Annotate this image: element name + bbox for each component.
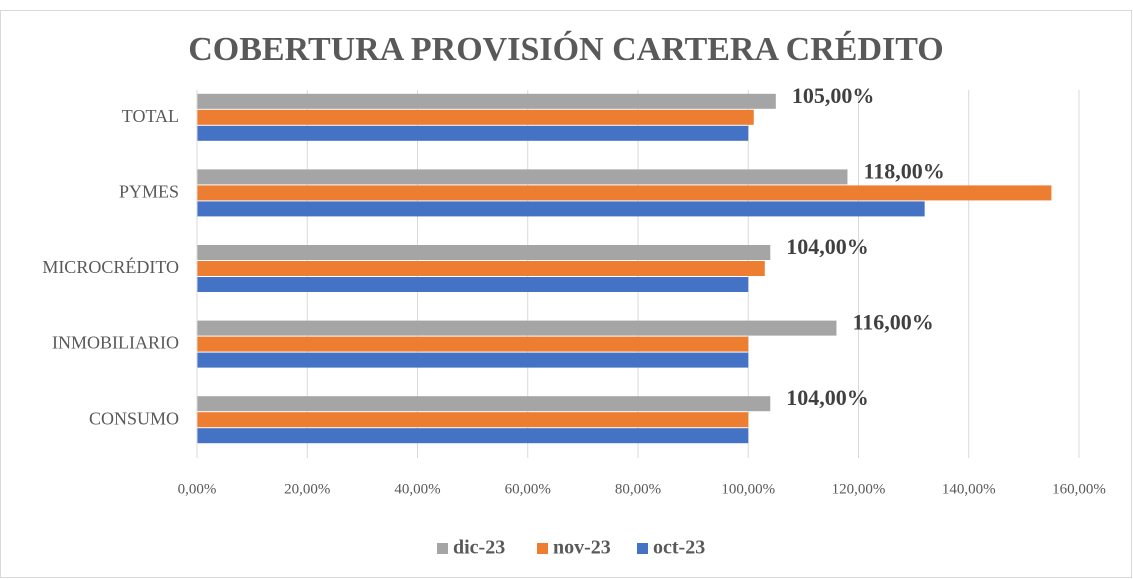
- x-tick-label: 80,00%: [615, 481, 661, 497]
- x-tick-label: 140,00%: [942, 481, 996, 497]
- bar: [197, 169, 848, 185]
- legend-label: dic-23: [453, 537, 505, 559]
- bar: [197, 125, 749, 141]
- bar: [197, 93, 776, 109]
- data-label: 104,00%: [786, 385, 869, 410]
- bar: [197, 277, 749, 292]
- bar: [197, 185, 1052, 201]
- y-tick-label: MICROCRÉDITO: [42, 256, 179, 277]
- bar: [197, 261, 765, 276]
- legend-swatch: [537, 543, 548, 554]
- x-tick-label: 20,00%: [284, 481, 330, 497]
- data-label: 118,00%: [863, 158, 944, 183]
- bar: [197, 201, 925, 217]
- chart-title: COBERTURA PROVISIÓN CARTERA CRÉDITO: [188, 30, 944, 68]
- bar: [197, 336, 749, 352]
- x-tick-label: 100,00%: [721, 481, 775, 497]
- data-label: 104,00%: [786, 234, 869, 259]
- x-tick-label: 120,00%: [832, 481, 886, 497]
- x-tick-label: 40,00%: [394, 481, 440, 497]
- data-label: 116,00%: [852, 310, 933, 335]
- legend-label: nov-23: [553, 537, 611, 559]
- legend-swatch: [437, 543, 448, 554]
- legend-swatch: [637, 543, 648, 554]
- x-tick-label: 160,00%: [1052, 481, 1106, 497]
- bar: [197, 396, 771, 412]
- bar: [197, 320, 837, 336]
- bar: [197, 412, 749, 428]
- bar: [197, 245, 771, 260]
- y-tick-label: TOTAL: [122, 106, 179, 126]
- y-tick-label: INMOBILIARIO: [52, 333, 179, 353]
- bar: [197, 352, 749, 368]
- y-tick-label: PYMES: [119, 182, 179, 202]
- y-tick-label: CONSUMO: [89, 408, 179, 428]
- x-tick-label: 60,00%: [505, 481, 551, 497]
- bar: [197, 428, 749, 444]
- bar: [197, 109, 754, 125]
- legend-label: oct-23: [653, 537, 705, 559]
- data-label: 105,00%: [792, 83, 875, 108]
- x-tick-label: 0,00%: [178, 481, 217, 497]
